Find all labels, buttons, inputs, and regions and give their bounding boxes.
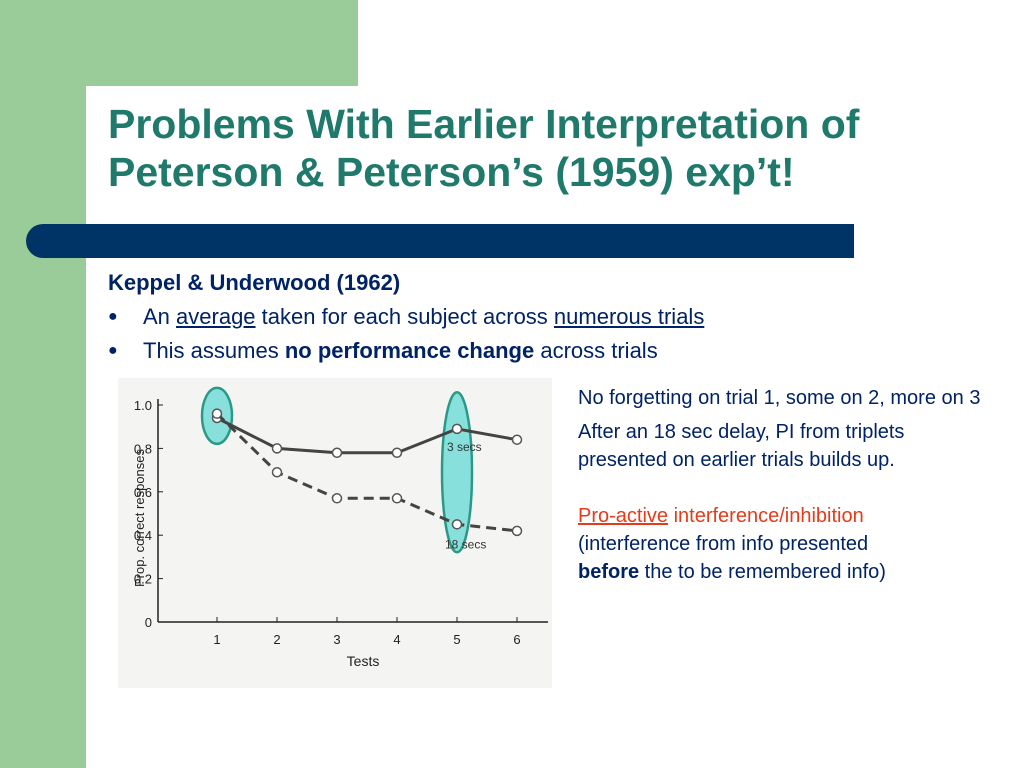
- data-point: [511, 525, 523, 537]
- title-line-1: Problems With Earlier Interpretation of: [108, 101, 860, 147]
- y-tick-label: 0.4: [134, 528, 152, 543]
- bullet-dot-icon: ●: [108, 342, 118, 359]
- bullet-dot-icon: ●: [108, 308, 118, 325]
- series-label: 18 secs: [445, 537, 486, 551]
- note-1: No forgetting on trial 1, some on 2, mor…: [578, 387, 981, 409]
- slide-body: Keppel & Underwood (1962) ● An average t…: [108, 266, 704, 368]
- y-tick-label: 0.8: [134, 441, 152, 456]
- notes-panel: No forgetting on trial 1, some on 2, mor…: [578, 384, 998, 592]
- line-chart: 0 0.2 0.4 0.6 0.8 1.0 1 2 3 4 5 6 Tests Prop. correct…: [118, 378, 552, 688]
- bullet-1-numerous-trials: numerous trials: [553, 304, 705, 329]
- data-point: [451, 519, 463, 530]
- data-point: [391, 447, 403, 458]
- data-point: [511, 434, 523, 445]
- x-tick-label: 6: [513, 632, 520, 647]
- data-point: [451, 423, 463, 435]
- data-point: [391, 493, 403, 504]
- y-tick-label: 0.2: [134, 572, 152, 587]
- x-tick-label: 4: [393, 632, 400, 647]
- note-2: After an 18 sec delay, PI from triplets …: [578, 421, 905, 471]
- x-tick-label: 1: [213, 632, 220, 647]
- interference-text: interference/inhibition: [668, 505, 864, 527]
- x-tick-label: 5: [453, 632, 460, 647]
- data-point: [331, 447, 343, 458]
- slide-title: Problems With Earlier Interpretation of …: [108, 100, 1008, 196]
- green-strip: [0, 0, 86, 768]
- series-line-0: [216, 416, 518, 455]
- y-tick-label: 1.0: [134, 398, 152, 413]
- data-point: [271, 467, 283, 478]
- bullet-2: ● This assumes no performance change acr…: [108, 334, 704, 368]
- y-axis-label: Prop. correct responses: [132, 449, 147, 588]
- data-point: [271, 443, 283, 454]
- y-tick-label: 0: [145, 615, 152, 630]
- data-point: [211, 408, 223, 419]
- series-line-1: [215, 412, 518, 533]
- bullet-2-post: across trials: [534, 338, 658, 363]
- title-divider-bar: [26, 224, 854, 258]
- bullet-2-text: This assumes no performance change acros…: [143, 334, 658, 368]
- x-tick-label: 2: [273, 632, 280, 647]
- bullet-1-pre: An: [143, 304, 177, 329]
- note-3-before: before: [578, 561, 640, 583]
- bullet-2-bold: no performance change: [284, 338, 535, 363]
- y-tick-label: 0.6: [134, 485, 152, 500]
- title-line-2: Peterson & Peterson’s (1959) exp’t!: [108, 149, 795, 195]
- x-tick-label: 3: [333, 632, 340, 647]
- proactive-link[interactable]: Pro-active: [578, 505, 669, 527]
- bullet-1-text: An average taken for each subject across…: [143, 300, 704, 334]
- section-heading: Keppel & Underwood (1962): [108, 270, 401, 295]
- note-3-line2: (interference from info presented: [578, 533, 869, 555]
- bullet-2-pre: This assumes: [143, 338, 285, 363]
- bullet-1-average: average: [176, 304, 256, 329]
- x-axis-label: Tests: [347, 653, 380, 669]
- bullet-1-mid: taken for each subject across: [255, 304, 554, 329]
- bullet-1: ● An average taken for each subject acro…: [108, 300, 704, 334]
- note-3: Pro-active interference/inhibition (inte…: [578, 502, 998, 586]
- chart-svg: 0 0.2 0.4 0.6 0.8 1.0 1 2 3 4 5 6 Tests Prop. correct…: [132, 386, 548, 669]
- series-label: 3 secs: [447, 440, 482, 454]
- green-header-block: [86, 0, 358, 86]
- note-3-end: the to be remembered info): [639, 561, 886, 583]
- data-point: [331, 493, 343, 504]
